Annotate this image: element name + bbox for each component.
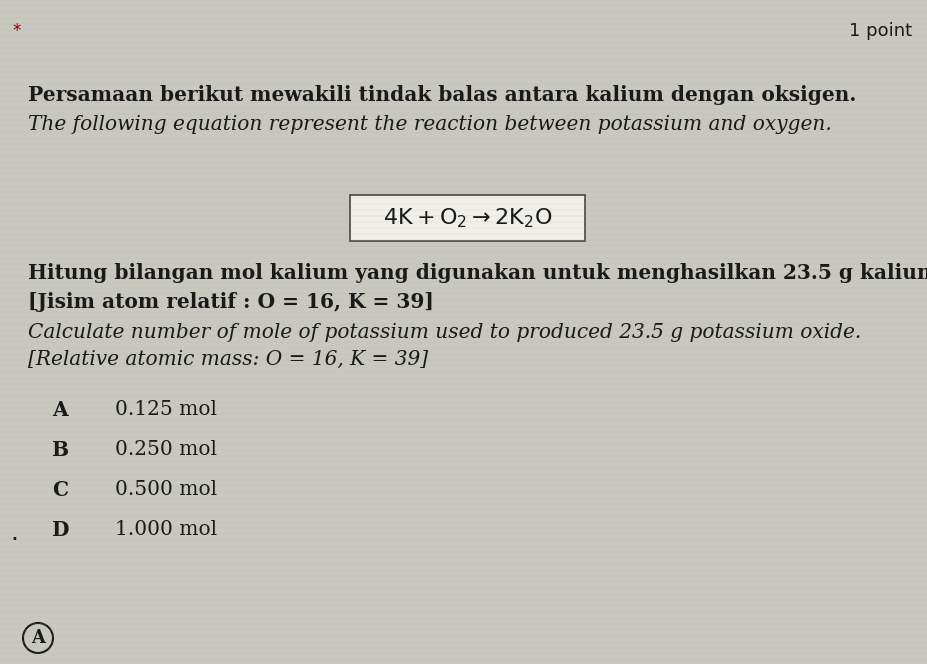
Text: Hitung bilangan mol kalium yang digunakan untuk menghasilkan 23.5 g kalium oksid: Hitung bilangan mol kalium yang digunaka… <box>28 263 927 283</box>
Text: Persamaan berikut mewakili tindak balas antara kalium dengan oksigen.: Persamaan berikut mewakili tindak balas … <box>28 85 856 105</box>
Text: 0.125 mol: 0.125 mol <box>115 400 217 419</box>
Text: $\mathrm{4K + O_2 \rightarrow 2K_2O}$: $\mathrm{4K + O_2 \rightarrow 2K_2O}$ <box>383 207 552 230</box>
Text: [Jisim atom relatif : O = 16, K = 39]: [Jisim atom relatif : O = 16, K = 39] <box>28 292 434 312</box>
Text: 1.000 mol: 1.000 mol <box>115 520 217 539</box>
Text: ·: · <box>10 528 18 552</box>
Text: 0.250 mol: 0.250 mol <box>115 440 217 459</box>
Text: B: B <box>52 440 69 460</box>
Text: C: C <box>52 480 68 500</box>
Text: The following equation represent the reaction between potassium and oxygen.: The following equation represent the rea… <box>28 115 831 134</box>
Text: *: * <box>12 22 20 40</box>
Text: Calculate number of mole of potassium used to produced 23.5 g potassium oxide.: Calculate number of mole of potassium us… <box>28 323 860 342</box>
Text: A: A <box>31 629 44 647</box>
Text: 0.500 mol: 0.500 mol <box>115 480 217 499</box>
FancyBboxPatch shape <box>349 195 584 241</box>
Text: D: D <box>52 520 70 540</box>
Text: 1 point: 1 point <box>848 22 911 40</box>
Text: A: A <box>52 400 68 420</box>
Text: [Relative atomic mass: O = 16, K = 39]: [Relative atomic mass: O = 16, K = 39] <box>28 350 427 369</box>
